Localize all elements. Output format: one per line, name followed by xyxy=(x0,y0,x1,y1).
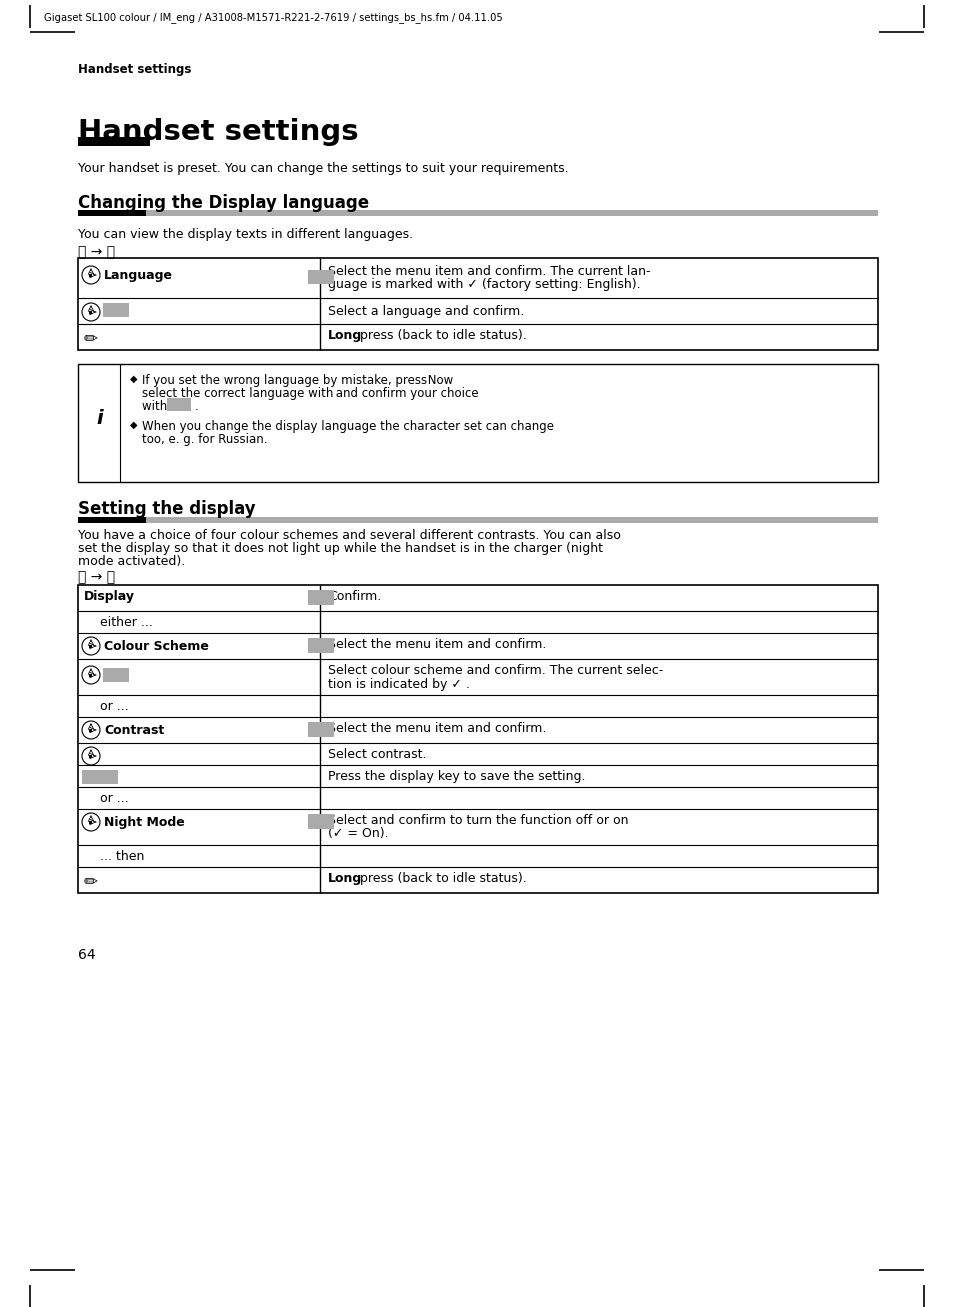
Text: OK: OK xyxy=(314,639,328,650)
Text: Long: Long xyxy=(328,872,362,885)
Text: press (back to idle status).: press (back to idle status). xyxy=(355,872,526,885)
Text: guage is marked with ✓ (factory setting: English).: guage is marked with ✓ (factory setting:… xyxy=(328,278,640,291)
Bar xyxy=(90,821,92,823)
Text: Select a language and confirm.: Select a language and confirm. xyxy=(328,305,524,318)
Bar xyxy=(90,754,92,758)
Bar xyxy=(82,770,118,784)
Text: or ...: or ... xyxy=(100,792,129,805)
Text: mode activated).: mode activated). xyxy=(78,555,185,569)
Text: ◆: ◆ xyxy=(130,420,137,430)
Text: OK: OK xyxy=(314,271,328,281)
Bar xyxy=(103,303,129,318)
Text: Colour Scheme: Colour Scheme xyxy=(104,640,209,654)
Text: select the correct language with: select the correct language with xyxy=(142,387,336,400)
Text: tion is indicated by ✓ .: tion is indicated by ✓ . xyxy=(328,678,470,691)
Text: either ...: either ... xyxy=(100,616,152,629)
Text: Setting the display: Setting the display xyxy=(78,501,255,518)
Text: Select the menu item and confirm.: Select the menu item and confirm. xyxy=(328,721,546,735)
Bar xyxy=(78,257,877,350)
Bar xyxy=(78,518,146,523)
Text: Display: Display xyxy=(84,589,135,603)
Text: Select contrast.: Select contrast. xyxy=(328,748,426,761)
Text: Your handset is preset. You can change the settings to suit your requirements.: Your handset is preset. You can change t… xyxy=(78,162,568,175)
Text: OK: OK xyxy=(314,724,328,733)
Text: Handset settings: Handset settings xyxy=(78,63,192,76)
Bar xyxy=(90,311,92,314)
Text: OK: OK xyxy=(314,592,328,601)
Text: i: i xyxy=(96,409,103,429)
Bar xyxy=(90,273,92,277)
Text: Select the menu item and confirm.: Select the menu item and confirm. xyxy=(328,638,546,651)
Bar xyxy=(308,638,334,654)
Text: Confirm.: Confirm. xyxy=(328,589,381,603)
Text: or ...: or ... xyxy=(100,701,129,714)
Text: ... then: ... then xyxy=(100,850,144,863)
Text: Ⓞ → Ⓟ: Ⓞ → Ⓟ xyxy=(78,244,115,259)
Bar xyxy=(78,210,146,216)
Text: with: with xyxy=(142,400,171,413)
Text: If you set the wrong language by mistake, press: If you set the wrong language by mistake… xyxy=(142,374,431,387)
Text: Select and confirm to turn the function off or on: Select and confirm to turn the function … xyxy=(328,814,628,827)
Text: Contrast: Contrast xyxy=(104,724,164,737)
Text: Ⓞ → Ⓟ: Ⓞ → Ⓟ xyxy=(78,570,115,584)
Text: When you change the display language the character set can change: When you change the display language the… xyxy=(142,420,554,433)
Text: ◆: ◆ xyxy=(130,374,137,384)
Bar xyxy=(78,586,877,893)
Text: Long: Long xyxy=(328,329,362,342)
Text: Handset settings: Handset settings xyxy=(78,118,358,146)
Bar xyxy=(78,365,877,482)
Bar xyxy=(146,518,877,523)
Text: Press the display key to save the setting.: Press the display key to save the settin… xyxy=(328,770,585,783)
Bar xyxy=(146,210,877,216)
Bar xyxy=(308,589,334,605)
Bar xyxy=(308,271,334,284)
Bar xyxy=(167,399,191,410)
Bar xyxy=(103,668,129,682)
Text: press (back to idle status).: press (back to idle status). xyxy=(355,329,526,342)
Text: Gigaset SL100 colour / IM_eng / A31008-M1571-R221-2-7619 / settings_bs_hs.fm / 0: Gigaset SL100 colour / IM_eng / A31008-M… xyxy=(44,13,502,24)
Bar xyxy=(78,137,150,146)
Bar xyxy=(308,721,334,737)
Text: Save: Save xyxy=(86,771,112,782)
Text: ✏: ✏ xyxy=(84,329,98,346)
Text: set the display so that it does not light up while the handset is in the charger: set the display so that it does not ligh… xyxy=(78,542,602,555)
Text: OK: OK xyxy=(109,305,123,314)
Text: OK: OK xyxy=(314,816,328,826)
Text: OK: OK xyxy=(109,669,123,680)
Text: You can view the display texts in different languages.: You can view the display texts in differ… xyxy=(78,227,413,240)
Text: Changing the Display language: Changing the Display language xyxy=(78,193,369,212)
Bar xyxy=(90,728,92,732)
Text: OK: OK xyxy=(172,399,186,409)
Text: ✏: ✏ xyxy=(84,872,98,890)
Text: (✓ = On).: (✓ = On). xyxy=(328,827,388,840)
Text: Select the menu item and confirm. The current lan-: Select the menu item and confirm. The cu… xyxy=(328,265,650,278)
Bar xyxy=(90,644,92,647)
Text: Night Mode: Night Mode xyxy=(104,816,185,829)
Text: You have a choice of four colour schemes and several different contrasts. You ca: You have a choice of four colour schemes… xyxy=(78,529,620,542)
Bar xyxy=(308,814,334,829)
Text: and confirm your choice: and confirm your choice xyxy=(332,387,478,400)
Text: Now: Now xyxy=(423,374,453,387)
Text: 64: 64 xyxy=(78,948,95,962)
Text: .: . xyxy=(194,400,198,413)
Text: Select colour scheme and confirm. The current selec-: Select colour scheme and confirm. The cu… xyxy=(328,664,662,677)
Text: too, e. g. for Russian.: too, e. g. for Russian. xyxy=(142,433,267,446)
Text: Language: Language xyxy=(104,269,172,282)
Bar xyxy=(90,673,92,677)
